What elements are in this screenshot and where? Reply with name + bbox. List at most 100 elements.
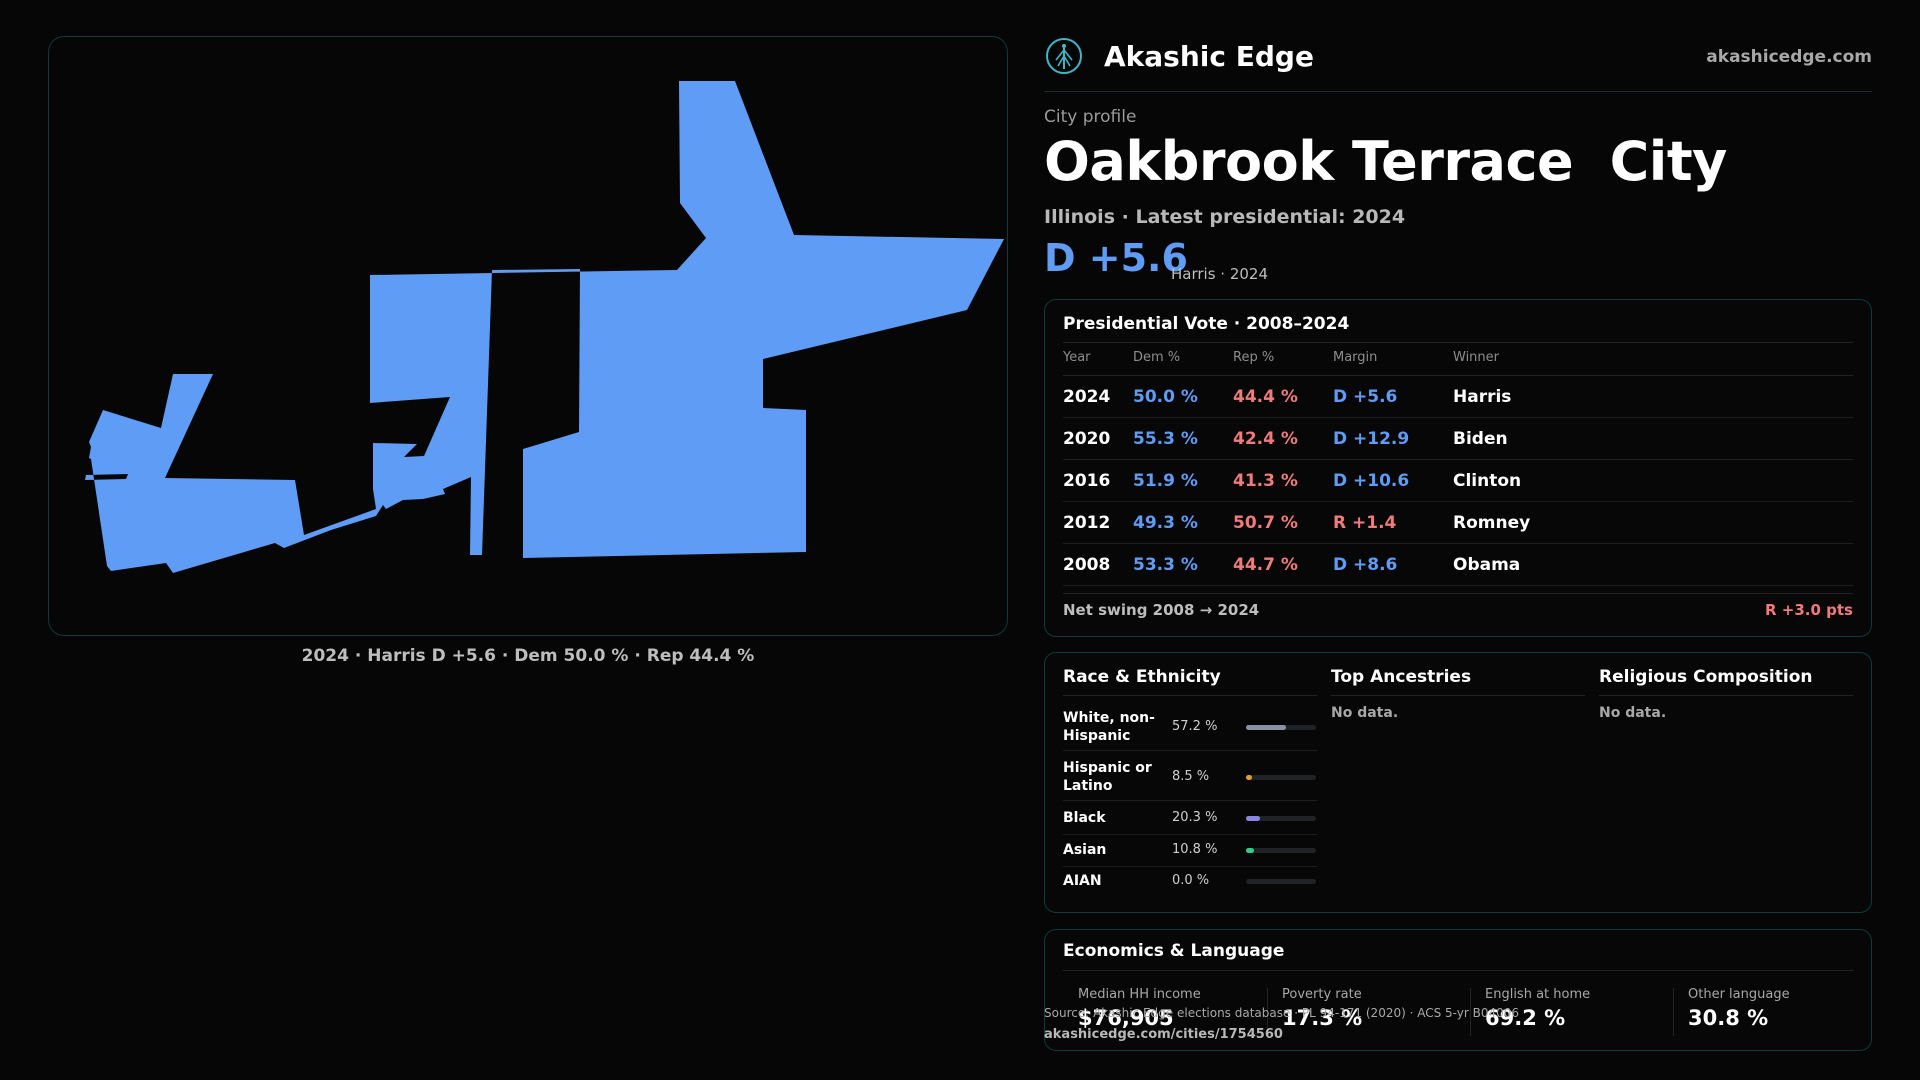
stat-value: 69.2 % — [1485, 1006, 1566, 1030]
divider — [1470, 988, 1471, 1036]
race-bar-track — [1246, 725, 1316, 730]
stat-label: Other language — [1688, 987, 1790, 1002]
race-bar-fill — [1246, 848, 1254, 853]
cell-winner: Biden — [1453, 429, 1508, 449]
profile-subtitle: Illinois · Latest presidential: 2024 — [1044, 206, 1406, 228]
stat-value: 30.8 % — [1688, 1006, 1769, 1030]
race-label: White, non-Hispanic — [1063, 710, 1155, 744]
cell-winner: Harris — [1453, 387, 1512, 407]
race-pct: 57.2 % — [1172, 719, 1218, 734]
cell-year: 2024 — [1063, 387, 1111, 407]
brand-name[interactable]: Akashic Edge — [1104, 40, 1314, 73]
divider — [1599, 695, 1853, 696]
religion-empty: No data. — [1599, 705, 1667, 721]
ancestry-empty: No data. — [1331, 705, 1399, 721]
page-title: Oakbrook Terrace City — [1044, 130, 1727, 193]
cell-year: 2016 — [1063, 471, 1111, 491]
table-row: 2020 55.3 % 42.4 % D +12.9 Biden — [1063, 418, 1853, 460]
stat-label: Poverty rate — [1282, 987, 1362, 1002]
race-label: Black — [1063, 810, 1106, 826]
col-header-margin: Margin — [1333, 350, 1378, 365]
cell-dem: 53.3 % — [1133, 555, 1198, 575]
divider — [1063, 375, 1853, 376]
race-bar-track — [1246, 775, 1316, 780]
race-title: Race & Ethnicity — [1063, 667, 1221, 687]
net-swing-value: R +3.0 pts — [1765, 601, 1853, 619]
cell-year: 2012 — [1063, 513, 1111, 533]
cell-winner: Obama — [1453, 555, 1521, 575]
city-boundary-map[interactable] — [48, 36, 1008, 636]
table-row: 2012 49.3 % 50.7 % R +1.4 Romney — [1063, 502, 1853, 544]
race-pct: 0.0 % — [1172, 873, 1210, 888]
stat-label: English at home — [1485, 987, 1591, 1002]
divider — [1063, 695, 1317, 696]
divider — [1267, 988, 1268, 1036]
religion-title: Religious Composition — [1599, 667, 1813, 687]
profile-eyebrow: City profile — [1044, 107, 1137, 127]
table-row: 2008 53.3 % 44.7 % D +8.6 Obama — [1063, 544, 1853, 586]
divider — [1673, 988, 1674, 1036]
presidential-vote-card: Presidential Vote · 2008–2024 Year Dem %… — [1044, 299, 1872, 637]
race-bar-track — [1246, 879, 1316, 884]
cell-dem: 51.9 % — [1133, 471, 1198, 491]
list-item: AIAN 0.0 % — [1063, 869, 1317, 899]
divider — [1063, 593, 1853, 594]
divider — [1063, 342, 1853, 343]
race-pct: 10.8 % — [1172, 842, 1218, 857]
stat-median-income: Median HH income $76,905 — [1078, 987, 1201, 1030]
list-item: Asian 10.8 % — [1063, 837, 1317, 867]
economics-title: Economics & Language — [1063, 941, 1285, 961]
divider — [1063, 970, 1853, 971]
stat-english-home: English at home 69.2 % — [1485, 987, 1590, 1030]
source-note: Source: Akashic Edge elections database … — [1044, 1006, 1520, 1020]
latest-margin: D +5.6 — [1044, 236, 1188, 280]
race-label: Hispanic or Latino — [1063, 760, 1152, 794]
table-row: 2024 50.0 % 44.4 % D +5.6 Harris — [1063, 376, 1853, 418]
col-header-dem: Dem % — [1133, 350, 1181, 365]
stat-value: 17.3 % — [1282, 1006, 1363, 1030]
cell-rep: 44.4 % — [1233, 387, 1298, 407]
list-item: White, non-Hispanic 57.2 % — [1063, 705, 1317, 751]
divider — [1331, 695, 1585, 696]
race-pct: 8.5 % — [1172, 769, 1210, 784]
map-caption: 2024 · Harris D +5.6 · Dem 50.0 % · Rep … — [301, 646, 755, 666]
col-header-rep: Rep % — [1233, 350, 1275, 365]
latest-margin-note: Harris · 2024 — [1171, 265, 1269, 283]
ancestry-title: Top Ancestries — [1331, 667, 1472, 687]
cell-rep: 50.7 % — [1233, 513, 1298, 533]
demographics-card: Race & Ethnicity White, non-Hispanic 57.… — [1044, 652, 1872, 913]
vote-card-title: Presidential Vote · 2008–2024 — [1063, 314, 1350, 334]
col-header-winner: Winner — [1453, 350, 1500, 365]
cell-dem: 49.3 % — [1133, 513, 1198, 533]
source-url-link[interactable]: akashicedge.com/cities/1754560 — [1044, 1027, 1283, 1042]
cell-rep: 42.4 % — [1233, 429, 1298, 449]
stat-other-language: Other language 30.8 % — [1688, 987, 1790, 1030]
stat-label: Median HH income — [1078, 987, 1201, 1002]
table-row: 2016 51.9 % 41.3 % D +10.6 Clinton — [1063, 460, 1853, 502]
cell-rep: 41.3 % — [1233, 471, 1298, 491]
cell-margin: R +1.4 — [1333, 513, 1397, 533]
col-header-year: Year — [1063, 350, 1091, 365]
map-svg — [85, 81, 1004, 573]
race-bar-track — [1246, 848, 1316, 853]
stat-value: $76,905 — [1078, 1006, 1174, 1030]
list-item: Black 20.3 % — [1063, 805, 1317, 835]
race-bar-fill — [1246, 775, 1252, 780]
cell-dem: 50.0 % — [1133, 387, 1198, 407]
cell-winner: Romney — [1453, 513, 1531, 533]
race-label: Asian — [1063, 842, 1107, 858]
cell-dem: 55.3 % — [1133, 429, 1198, 449]
cell-margin: D +10.6 — [1333, 471, 1410, 491]
site-link[interactable]: akashicedge.com — [1706, 47, 1872, 67]
cell-winner: Clinton — [1453, 471, 1522, 491]
cell-year: 2020 — [1063, 429, 1111, 449]
race-label: AIAN — [1063, 873, 1102, 889]
akashic-tree-icon[interactable] — [1044, 36, 1084, 76]
race-bar-fill — [1246, 725, 1287, 730]
economics-card: Economics & Language Median HH income $7… — [1044, 929, 1872, 1051]
cell-margin: D +5.6 — [1333, 387, 1398, 407]
stat-poverty-rate: Poverty rate 17.3 % — [1282, 987, 1362, 1030]
city-boundary-shape[interactable] — [85, 81, 1004, 573]
cell-margin: D +12.9 — [1333, 429, 1410, 449]
cell-year: 2008 — [1063, 555, 1111, 575]
